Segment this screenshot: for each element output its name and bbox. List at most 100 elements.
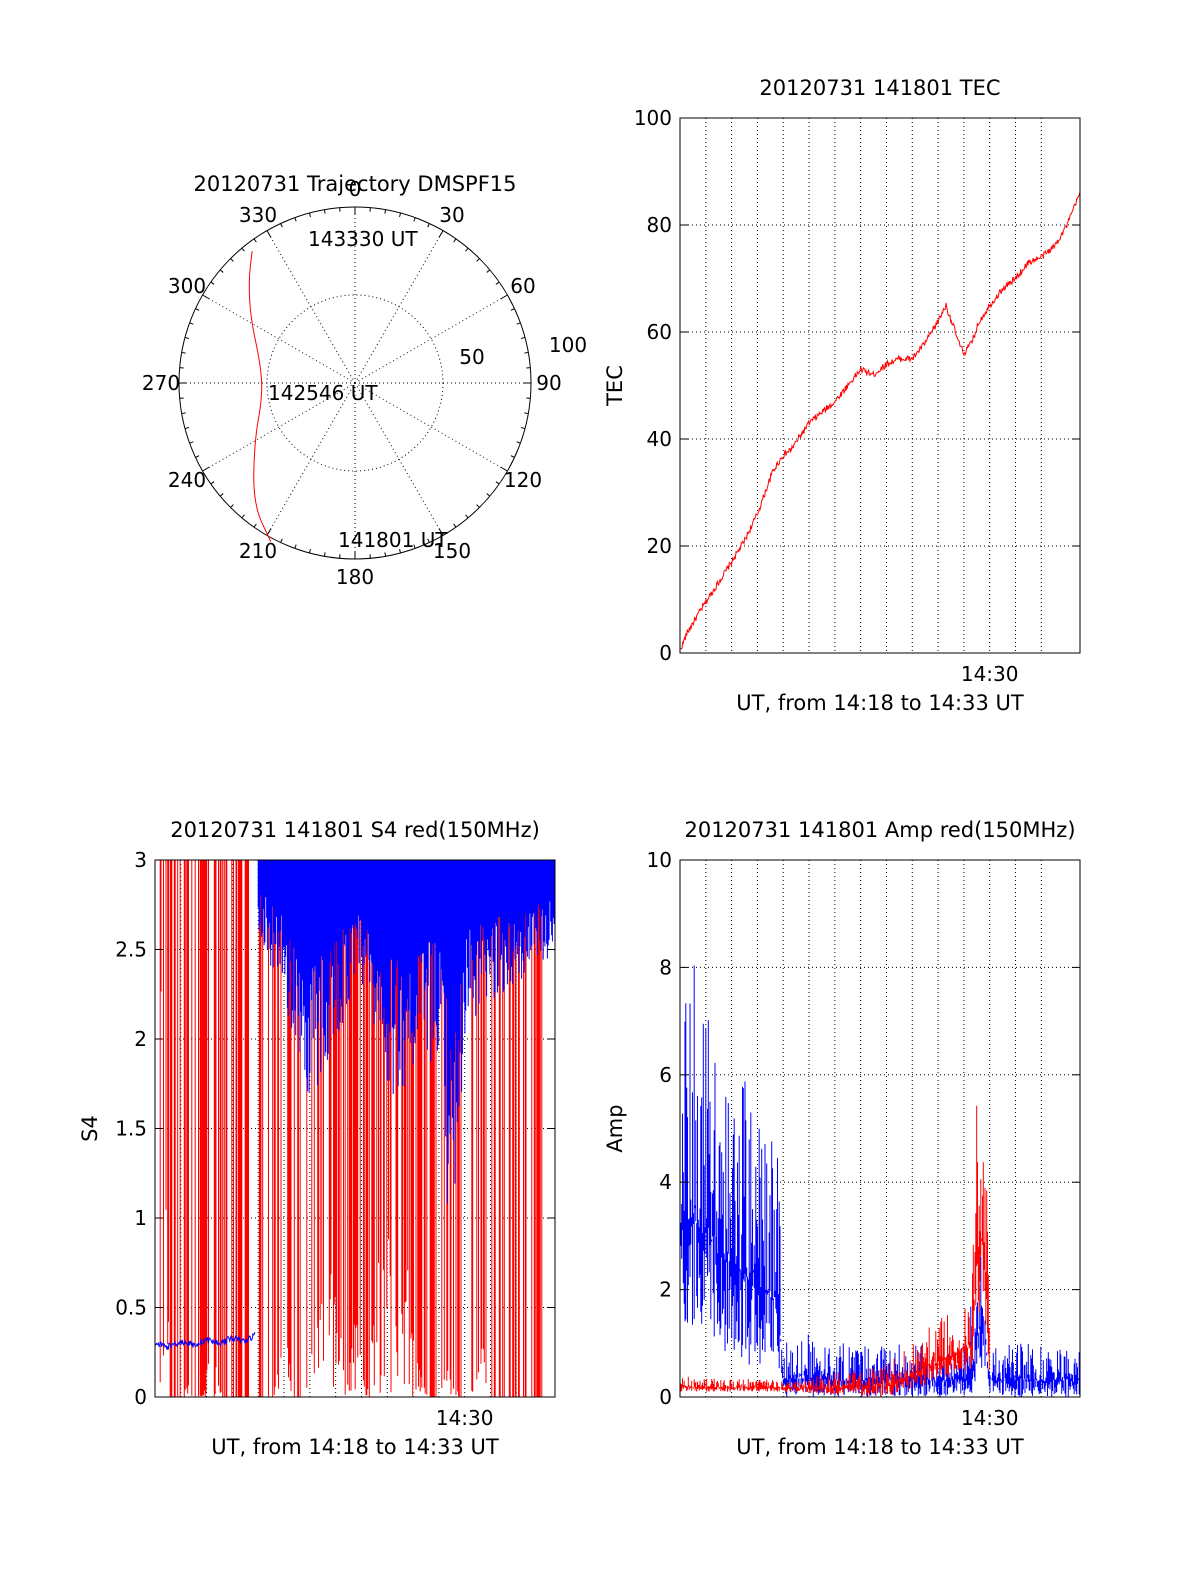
polar-tick bbox=[210, 281, 215, 285]
s4-data bbox=[155, 860, 555, 1397]
polar-azimuth-label-330: 330 bbox=[239, 203, 277, 227]
polar-tick bbox=[510, 308, 515, 311]
s4-ytick-label: 0.5 bbox=[115, 1296, 147, 1320]
tec-ytick-label: 80 bbox=[647, 213, 672, 237]
tec-title: 20120731 141801 TEC bbox=[759, 76, 1000, 100]
polar-tick bbox=[413, 217, 416, 222]
s4-ytick-label: 1.5 bbox=[115, 1117, 147, 1141]
polar-tick bbox=[230, 258, 234, 262]
s4-xlabel: UT, from 14:18 to 14:33 UT bbox=[211, 1435, 499, 1459]
polar-tick bbox=[524, 351, 529, 354]
polar-tick bbox=[308, 212, 311, 217]
tec-xtick-label: 14:30 bbox=[961, 662, 1019, 686]
amp-ylabel: Amp bbox=[603, 1104, 627, 1152]
polar-tick bbox=[500, 294, 508, 300]
polar-spokes bbox=[179, 207, 531, 559]
amp-ytick-label: 4 bbox=[659, 1170, 672, 1194]
polar-azimuth-label-120: 120 bbox=[504, 468, 542, 492]
polar-tick bbox=[495, 481, 500, 485]
polar-tick bbox=[453, 523, 457, 528]
polar-spoke-60 bbox=[354, 294, 508, 384]
amp-yticks: 0 2 4 6 8 10 bbox=[647, 848, 1080, 1409]
polar-tick bbox=[323, 209, 326, 214]
polar-azimuth-label-150: 150 bbox=[433, 539, 471, 563]
polar-title: 20120731 Trajectory DMSPF15 bbox=[193, 172, 516, 196]
polar-tick bbox=[184, 427, 189, 430]
s4-ytick-label: 2 bbox=[134, 1027, 147, 1051]
s4-ytick-label: 2.5 bbox=[115, 938, 147, 962]
s4-ylabel: S4 bbox=[78, 1115, 102, 1142]
tec-series-0 bbox=[680, 192, 1080, 650]
polar-tick bbox=[427, 223, 430, 228]
polar-tick bbox=[465, 514, 469, 519]
amp-data bbox=[680, 965, 1080, 1397]
polar-spoke-30 bbox=[354, 230, 444, 384]
polar-tick bbox=[323, 552, 326, 557]
polar-ticks bbox=[179, 207, 531, 559]
amp-xtick-label: 14:30 bbox=[961, 1406, 1019, 1430]
polar-azimuth-label-270: 270 bbox=[142, 371, 180, 395]
s4-chart: 20120731 141801 S4 red(150MHz) 0 0.5 1 1.5 2 2… bbox=[78, 818, 556, 1459]
polar-azimuth-label-30: 30 bbox=[439, 203, 464, 227]
polar-spoke-150 bbox=[354, 382, 444, 536]
polar-tick bbox=[384, 209, 387, 214]
polar-tick bbox=[195, 308, 200, 311]
polar-tick bbox=[521, 427, 526, 430]
tec-chart: 20120731 141801 TEC 0 20 40 60 80 100 14:30 UT, … bbox=[603, 76, 1081, 715]
polar-azimuth-label-0: 0 bbox=[349, 177, 362, 201]
s4-series-1 bbox=[155, 1332, 256, 1350]
polar-tick bbox=[266, 230, 272, 238]
s4-title: 20120731 141801 S4 red(150MHz) bbox=[170, 818, 540, 842]
polar-tick bbox=[427, 538, 430, 543]
polar-tick bbox=[189, 322, 194, 325]
polar-tick bbox=[516, 322, 521, 325]
polar-tick bbox=[384, 552, 387, 557]
polar-tick bbox=[280, 223, 283, 228]
polar-point-label-start: 143330 UT bbox=[308, 227, 418, 251]
polar-tick bbox=[495, 281, 500, 285]
tec-data bbox=[680, 192, 1080, 650]
polar-tick bbox=[294, 544, 297, 549]
tec-ylabel: TEC bbox=[603, 365, 627, 407]
polar-tick bbox=[294, 217, 297, 222]
s4-series-0 bbox=[159, 860, 543, 1397]
tec-ytick-label: 40 bbox=[647, 427, 672, 451]
polar-azimuth-label-210: 210 bbox=[239, 539, 277, 563]
tec-ytick-label: 60 bbox=[647, 320, 672, 344]
polar-tick bbox=[219, 269, 224, 273]
polar-tick bbox=[453, 238, 457, 243]
polar-radius-label-100: 100 bbox=[549, 333, 587, 357]
tec-ytick-label: 100 bbox=[634, 106, 672, 130]
polar-tick bbox=[476, 258, 480, 262]
s4-xtick-label: 14:30 bbox=[436, 1406, 494, 1430]
tec-ytick-label: 0 bbox=[659, 641, 672, 665]
polar-spoke-330 bbox=[266, 230, 356, 384]
polar-tick bbox=[280, 538, 283, 543]
s4-ytick-label: 3 bbox=[134, 848, 147, 872]
amp-series-0 bbox=[680, 965, 1080, 1397]
polar-trajectory-line bbox=[248, 251, 272, 542]
s4-ytick-label: 0 bbox=[134, 1385, 147, 1409]
polar-tick bbox=[465, 247, 469, 252]
polar-tick bbox=[219, 493, 224, 497]
polar-tick bbox=[486, 269, 491, 273]
tec-grid bbox=[680, 118, 1080, 653]
polar-spoke-240 bbox=[202, 382, 356, 472]
polar-tick bbox=[438, 230, 444, 238]
amp-xlabel: UT, from 14:18 to 14:33 UT bbox=[736, 1435, 1024, 1459]
tec-frame bbox=[679, 117, 1081, 654]
polar-radius-label-50: 50 bbox=[459, 345, 484, 369]
tec-xlabel: UT, from 14:18 to 14:33 UT bbox=[736, 691, 1024, 715]
polar-tick bbox=[438, 528, 444, 536]
polar-tick bbox=[195, 455, 200, 458]
polar-tick bbox=[516, 441, 521, 444]
s4-ytick-label: 1 bbox=[134, 1206, 147, 1230]
polar-point-label-mid: 142546 UT bbox=[268, 381, 378, 405]
polar-tick bbox=[210, 481, 215, 485]
polar-tick bbox=[241, 247, 245, 252]
polar-azimuth-label-240: 240 bbox=[168, 468, 206, 492]
polar-tick bbox=[510, 455, 515, 458]
polar-tick bbox=[230, 504, 234, 508]
polar-tick bbox=[399, 212, 402, 217]
amp-ytick-label: 0 bbox=[659, 1385, 672, 1409]
